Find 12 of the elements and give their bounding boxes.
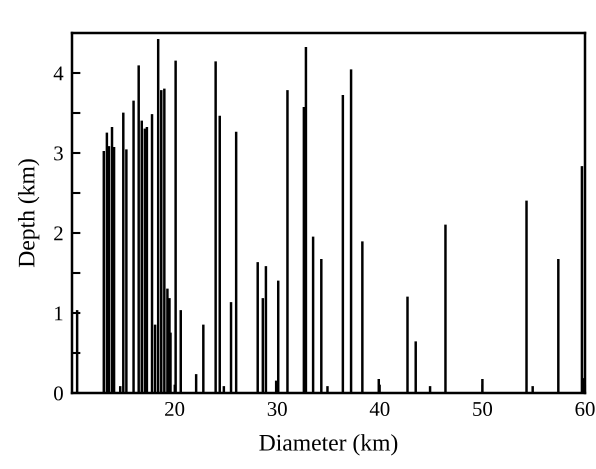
x-tick-label: 50 xyxy=(473,402,492,416)
y-tick-label: 1 xyxy=(55,306,62,320)
y-tick-label: 3 xyxy=(54,146,63,160)
y-tick-label: 2 xyxy=(54,226,63,240)
y-axis-title: Depth (km) xyxy=(18,159,40,268)
x-tick-label: 30 xyxy=(268,402,287,416)
x-tick-label: 60 xyxy=(575,402,595,416)
y-tick-label: 0 xyxy=(54,386,63,400)
y-tick-label: 4 xyxy=(54,66,64,80)
x-tick-label: 40 xyxy=(370,402,390,416)
x-axis-title: Diameter (km) xyxy=(259,434,398,456)
x-tick-label: 20 xyxy=(165,402,184,416)
